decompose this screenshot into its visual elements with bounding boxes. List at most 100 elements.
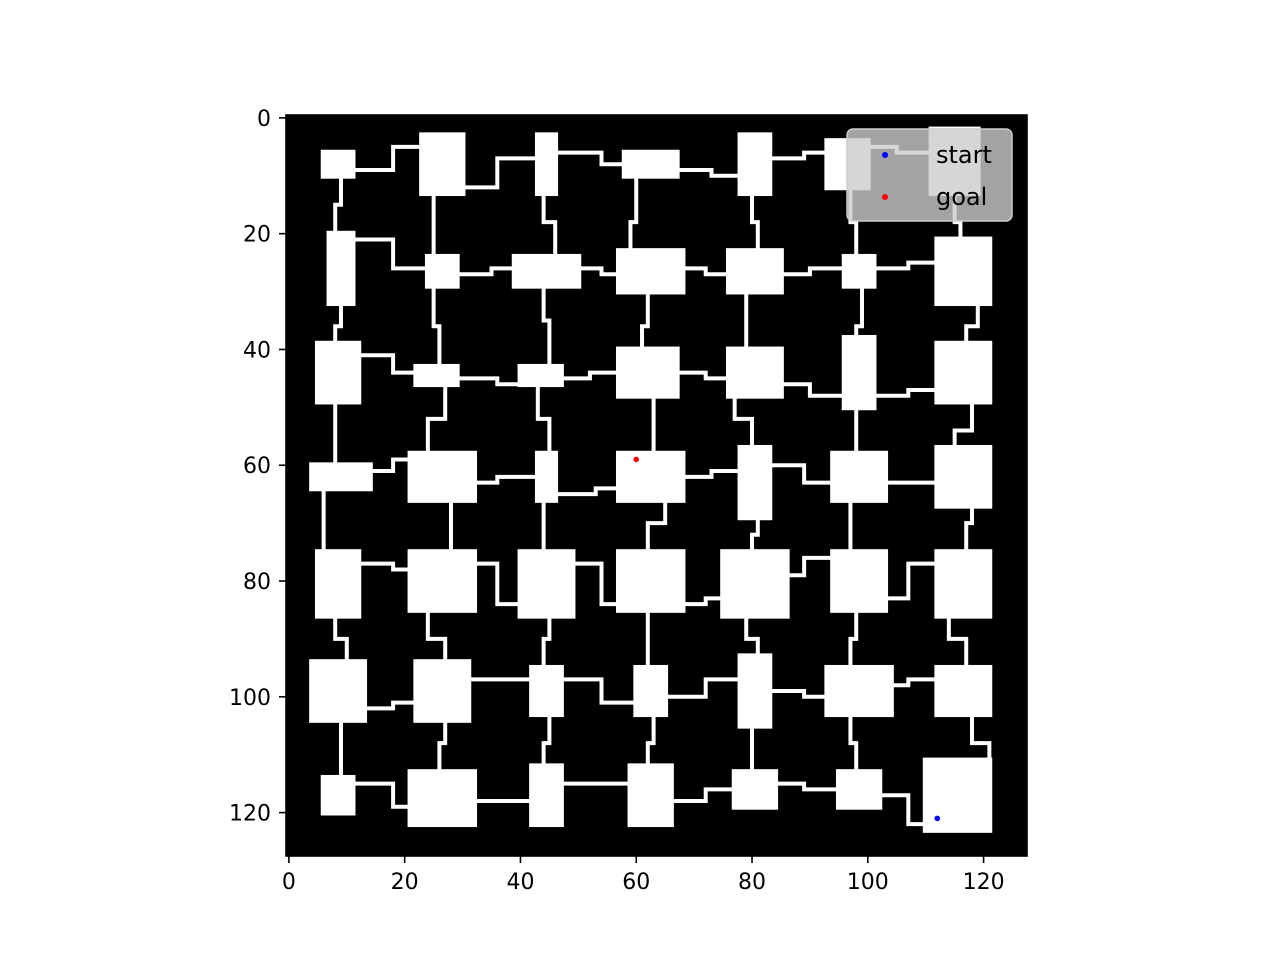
y-tick-label: 100 [229,686,271,711]
maze-corridor [553,150,627,167]
legend: start goal [846,128,1013,222]
maze-corridor [871,387,940,398]
maze-corridor [750,515,760,555]
maze-corridor [767,463,836,485]
maze-room [511,253,582,289]
maze-corridor [558,677,639,705]
maze-room [407,769,478,828]
x-axis: 0 20 40 60 80 100 120 [282,856,1005,895]
y-axis: 0 20 40 60 80 100 120 [229,107,286,827]
maze-corridor [645,497,668,555]
y-tick-label: 40 [243,338,271,363]
maze-corridor [732,393,755,450]
maze-corridor [535,382,552,456]
maze-room [419,132,466,197]
maze-room [720,549,790,619]
maze-room [413,659,472,723]
y-tick-label: 0 [257,107,271,132]
maze-room [413,363,460,388]
maze-corridor [472,474,540,485]
maze-corridor [350,144,425,172]
maze-room [517,549,576,619]
maze-room [737,653,773,729]
x-tick-label: 20 [391,870,419,895]
maze-corridor [333,301,343,346]
maze-corridor [663,677,743,699]
axes-frame [285,114,1028,857]
maze-room [615,346,680,399]
maze-corridor [437,717,448,775]
maze-corridor [558,370,621,381]
maze-corridor [553,486,621,497]
maze-corridor [640,289,650,352]
maze-corridor [680,266,731,277]
y-tick-label: 80 [243,570,271,595]
maze-corridor [767,150,830,161]
maze-room [934,444,993,509]
maze-room [320,774,356,816]
maze-corridor [454,376,523,387]
maze-corridor [356,353,419,375]
maze-corridor [778,266,847,277]
maze-corridor [773,781,841,792]
maze-room [922,757,993,833]
maze-corridor [431,283,442,369]
maze-room [320,149,356,179]
maze-corridor [425,607,448,665]
maze-corridor [628,173,639,254]
maze-room [627,763,674,828]
maze-room [934,340,993,405]
maze-room [534,450,559,503]
maze-corridor [350,237,430,271]
maze-room [424,253,460,289]
maze-room [615,450,686,503]
maze-room [725,248,784,295]
maze-room [309,659,368,723]
legend-label-goal: goal [936,183,987,211]
maze-corridor [946,613,969,670]
maze-room [621,149,680,179]
maze-room [534,132,559,197]
maze-room [529,664,564,718]
legend-label-start: start [936,141,992,169]
maze-corridor [674,370,731,381]
maze-room [725,346,784,399]
y-tick-label: 120 [229,802,271,827]
maze-room [824,664,894,718]
maze-room [835,769,883,810]
maze-room [731,769,779,810]
maze-corridor [570,561,621,607]
maze-corridor [964,301,980,346]
maze-corridor [541,712,552,769]
maze-corridor [680,596,726,607]
maze-rooms [309,126,993,833]
maze-corridor [674,167,743,178]
maze-room [529,763,564,828]
legend-box [846,128,1013,222]
maze-corridor [952,399,975,450]
maze-room [934,549,993,619]
maze-room [517,363,564,388]
maze-room [934,236,993,307]
maze-corridor [784,555,836,578]
plot-area [286,115,1027,856]
maze-corridor [970,712,992,763]
maze-corridor [541,283,552,369]
x-tick-label: 60 [622,870,650,895]
maze-corridor [541,613,552,670]
maze-corridor [333,173,343,236]
maze-corridor [964,503,975,555]
maze-room [326,230,356,307]
x-tick-label: 40 [506,870,534,895]
y-tick-label: 20 [243,223,271,248]
maze-corridor [854,283,865,340]
x-tick-label: 120 [963,870,1005,895]
maze-room [314,549,362,619]
maze-room [830,450,889,503]
maze-room [309,462,373,492]
maze-corridor [680,469,743,479]
maze-corridor [362,700,419,711]
maze-points [633,456,941,822]
maze-room [615,248,686,295]
maze-corridor [877,793,928,827]
